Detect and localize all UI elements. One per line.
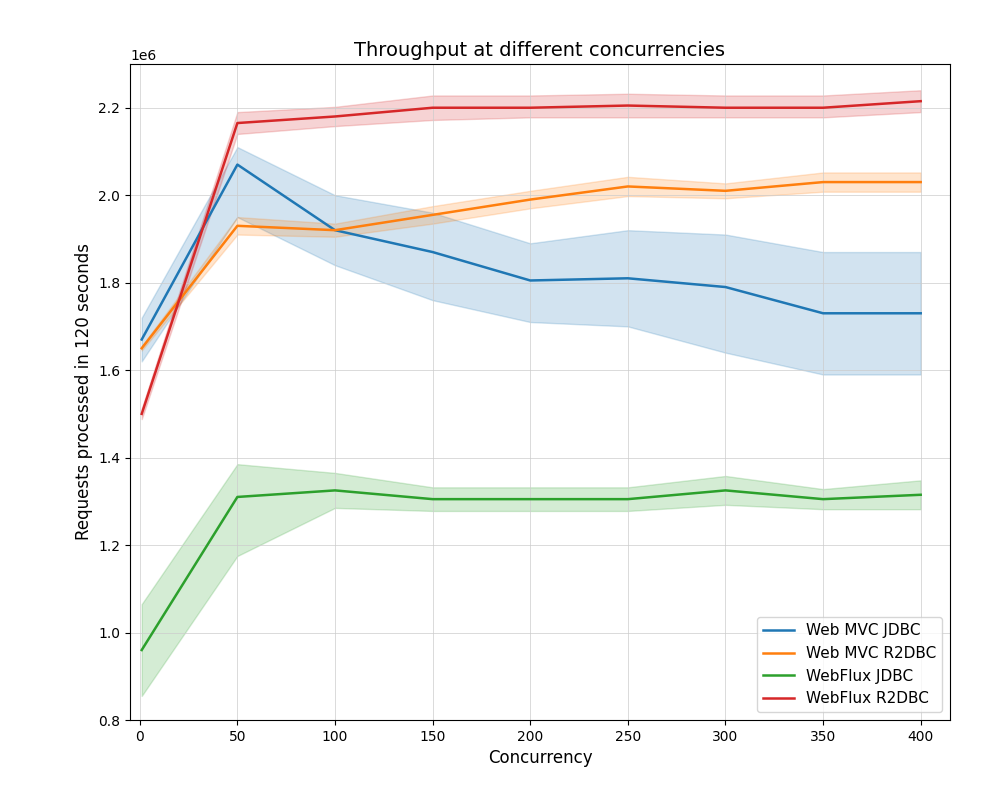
Web MVC R2DBC: [231, 221, 243, 230]
WebFlux R2DBC: [915, 96, 927, 106]
WebFlux JDBC: [136, 646, 148, 655]
WebFlux JDBC: [329, 486, 341, 495]
WebFlux R2DBC: [136, 409, 148, 418]
Web MVC JDBC: [136, 334, 148, 344]
WebFlux JDBC: [817, 494, 829, 504]
Web MVC R2DBC: [719, 186, 731, 196]
Line: Web MVC JDBC: Web MVC JDBC: [142, 165, 921, 339]
Line: WebFlux JDBC: WebFlux JDBC: [142, 490, 921, 650]
Web MVC JDBC: [427, 247, 439, 257]
Y-axis label: Requests processed in 120 seconds: Requests processed in 120 seconds: [75, 243, 93, 541]
Web MVC JDBC: [622, 274, 634, 283]
WebFlux JDBC: [622, 494, 634, 504]
Web MVC R2DBC: [622, 182, 634, 191]
X-axis label: Concurrency: Concurrency: [488, 750, 592, 767]
Web MVC JDBC: [915, 309, 927, 318]
Line: WebFlux R2DBC: WebFlux R2DBC: [142, 101, 921, 414]
Title: Throughput at different concurrencies: Throughput at different concurrencies: [354, 41, 726, 60]
Web MVC R2DBC: [136, 343, 148, 353]
WebFlux JDBC: [524, 494, 536, 504]
WebFlux JDBC: [719, 486, 731, 495]
Web MVC R2DBC: [427, 210, 439, 220]
Web MVC R2DBC: [817, 178, 829, 187]
Web MVC JDBC: [524, 276, 536, 286]
Legend: Web MVC JDBC, Web MVC R2DBC, WebFlux JDBC, WebFlux R2DBC: Web MVC JDBC, Web MVC R2DBC, WebFlux JDB…: [757, 618, 942, 712]
WebFlux R2DBC: [524, 103, 536, 113]
Line: Web MVC R2DBC: Web MVC R2DBC: [142, 182, 921, 348]
WebFlux JDBC: [427, 494, 439, 504]
Web MVC JDBC: [231, 160, 243, 170]
WebFlux JDBC: [231, 492, 243, 502]
Web MVC JDBC: [817, 309, 829, 318]
WebFlux R2DBC: [719, 103, 731, 113]
WebFlux R2DBC: [817, 103, 829, 113]
WebFlux R2DBC: [427, 103, 439, 113]
Web MVC R2DBC: [524, 194, 536, 204]
Web MVC R2DBC: [329, 226, 341, 235]
Web MVC R2DBC: [915, 178, 927, 187]
WebFlux JDBC: [915, 490, 927, 499]
Web MVC JDBC: [329, 226, 341, 235]
WebFlux R2DBC: [622, 101, 634, 110]
WebFlux R2DBC: [231, 118, 243, 128]
Web MVC JDBC: [719, 282, 731, 292]
WebFlux R2DBC: [329, 112, 341, 122]
